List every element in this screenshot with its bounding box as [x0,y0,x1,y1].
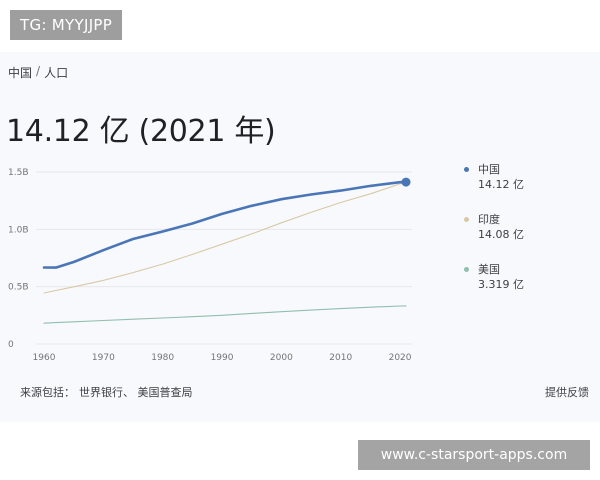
legend-item-india[interactable]: 印度 14.08 亿 [462,212,524,242]
legend-value: 14.08 亿 [478,228,524,241]
population-line-chart[interactable]: 0 0.5B 1.0B 1.5B 1960 1970 1980 1990 2000 2010 202… [0,150,600,365]
top-watermark: TG: MYYJJPP [10,10,123,40]
page-title: 14.12 亿 (2021 年) [6,114,276,149]
breadcrumb-country[interactable]: 中国 [8,66,33,80]
x-tick-label: 2000 [270,353,293,363]
legend-name: 中国 [478,163,500,176]
x-tick-label: 2010 [329,353,352,363]
legend-name: 美国 [478,263,500,276]
y-tick-label: 0.5B [8,283,29,293]
y-tick-label: 1.5B [8,168,29,178]
x-tick-label: 2020 [389,353,412,363]
breadcrumb-topic[interactable]: 人口 [44,66,69,80]
legend-dot-icon [464,217,469,222]
chart-legend: 中国 14.12 亿 印度 14.08 亿 美国 3.319 亿 [462,162,524,312]
breadcrumb: 中国 / 人口 [8,64,68,81]
source-links[interactable]: 世界银行、 美国普查局 [79,386,193,399]
series-line-india [43,181,407,294]
bottom-watermark: www.c-starsport-apps.com [358,440,590,470]
y-tick-label: 1.0B [8,225,29,235]
x-tick-label: 1990 [211,353,234,363]
source-note: 来源包括： 世界银行、 美国普查局 [20,384,193,400]
series-endpoint-china [401,177,411,187]
source-label: 来源包括： [20,386,75,399]
feedback-link[interactable]: 提供反馈 [545,386,589,399]
legend-value: 3.319 亿 [478,278,524,291]
legend-item-china[interactable]: 中国 14.12 亿 [462,162,524,192]
series-line-usa [43,305,407,324]
legend-value: 14.12 亿 [478,178,524,191]
x-tick-label: 1960 [33,353,56,363]
series-line-china [42,180,408,269]
x-tick-label: 1980 [151,353,174,363]
legend-name: 印度 [478,213,500,226]
legend-dot-icon [464,167,469,172]
x-tick-label: 1970 [92,353,115,363]
breadcrumb-separator: / [36,64,41,78]
y-tick-label: 0 [8,340,14,350]
legend-dot-icon [464,267,469,272]
chart-panel [0,52,600,422]
legend-item-usa[interactable]: 美国 3.319 亿 [462,262,524,292]
